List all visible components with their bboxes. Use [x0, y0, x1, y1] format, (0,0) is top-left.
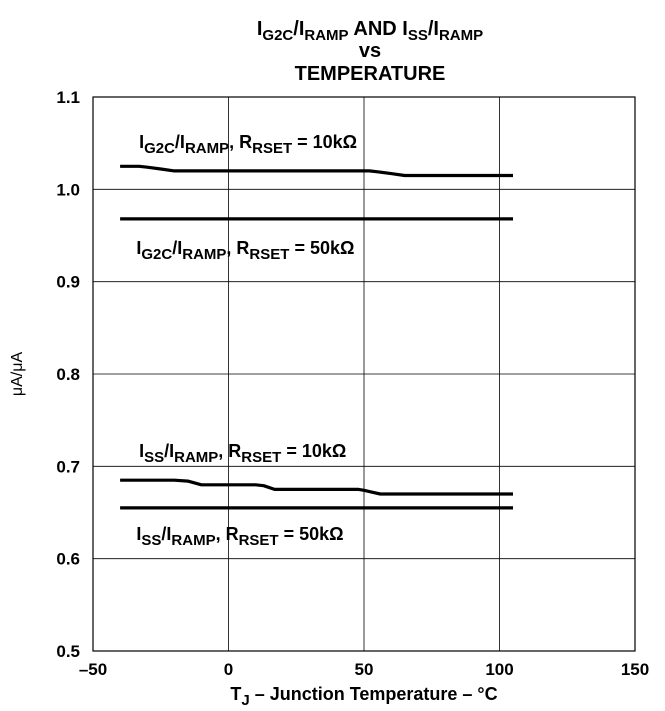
x-tick-labels: –50 0 50 100 150 [79, 660, 649, 679]
x-axis-label: TJ – Junction Temperature – °C [230, 684, 497, 709]
x-tick-label: 50 [355, 660, 374, 679]
plot-frame [92, 96, 636, 652]
x-tick-label: 0 [224, 660, 233, 679]
title-line-2: vs [359, 40, 381, 62]
y-tick-label: 0.5 [56, 642, 80, 661]
series-label-2: IG2C/IRAMP, RRSET = 50kΩ [136, 238, 354, 263]
series-label-1: IG2C/IRAMP, RRSET = 10kΩ [139, 132, 357, 157]
title-line-1: IG2C/IRAMP AND ISS/IRAMP [257, 18, 483, 44]
y-tick-label: 0.8 [56, 365, 80, 384]
series-line-1 [120, 164, 513, 178]
grid [93, 97, 635, 651]
series-label-4: ISS/IRAMP, RRSET = 50kΩ [136, 524, 343, 549]
series-line-3 [120, 478, 513, 496]
y-tick-label: 1.1 [56, 88, 80, 107]
series-label-3: ISS/IRAMP, RRSET = 10kΩ [139, 441, 346, 466]
series-labels: IG2C/IRAMP, RRSET = 10kΩ IG2C/IRAMP, RRSE… [136, 132, 357, 549]
series-lines [120, 164, 513, 510]
y-tick-labels: 0.5 0.6 0.7 0.8 0.9 1.0 1.1 [56, 88, 80, 661]
y-tick-label: 0.9 [56, 273, 80, 292]
y-tick-label: 0.7 [56, 457, 80, 476]
x-tick-label: 100 [485, 660, 513, 679]
y-axis-label: μA/μA [9, 352, 26, 397]
title-line-3: TEMPERATURE [295, 63, 446, 85]
y-tick-label: 1.0 [56, 180, 80, 199]
y-tick-label: 0.6 [56, 550, 80, 569]
x-tick-label: 150 [621, 660, 649, 679]
x-tick-label: –50 [79, 660, 107, 679]
